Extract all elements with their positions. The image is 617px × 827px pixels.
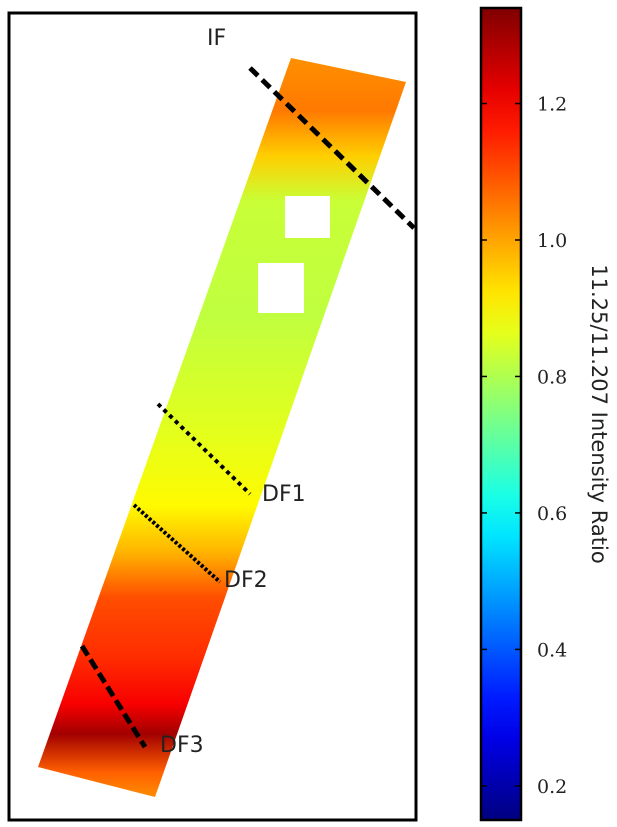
colorbar-tick-label: 1.2 [537,94,567,116]
colorbar-tick-label: 1.0 [537,230,567,252]
masked-region-1 [285,196,330,238]
plot-frame [7,11,418,822]
masked-region-2 [258,263,304,313]
ratio-map [38,58,406,797]
colorbar [479,6,523,822]
colorbar-tick-label: 0.6 [537,503,567,525]
boundary-df2-label: DF2 [224,568,268,593]
colorbar-tick-label: 0.2 [537,776,567,798]
colorbar-tick-label: 0.8 [537,366,567,388]
ratio-map-fill [38,58,406,797]
boundary-if-label: IF [207,26,226,51]
colorbar-label: 11.25/11.207 Intensity Ratio [587,264,611,563]
boundary-df3-label: DF3 [160,733,204,758]
boundary-df3-line [79,644,148,749]
boundary-df1-line [156,402,252,496]
colorbar-tick-label: 0.4 [537,639,567,661]
colorbar-ticks: 0.2 0.4 0.6 0.8 1.0 1.2 [481,94,567,798]
boundary-df1-label: DF1 [262,482,306,507]
boundary-df2-line [132,503,222,584]
boundary-if-line [248,66,416,230]
